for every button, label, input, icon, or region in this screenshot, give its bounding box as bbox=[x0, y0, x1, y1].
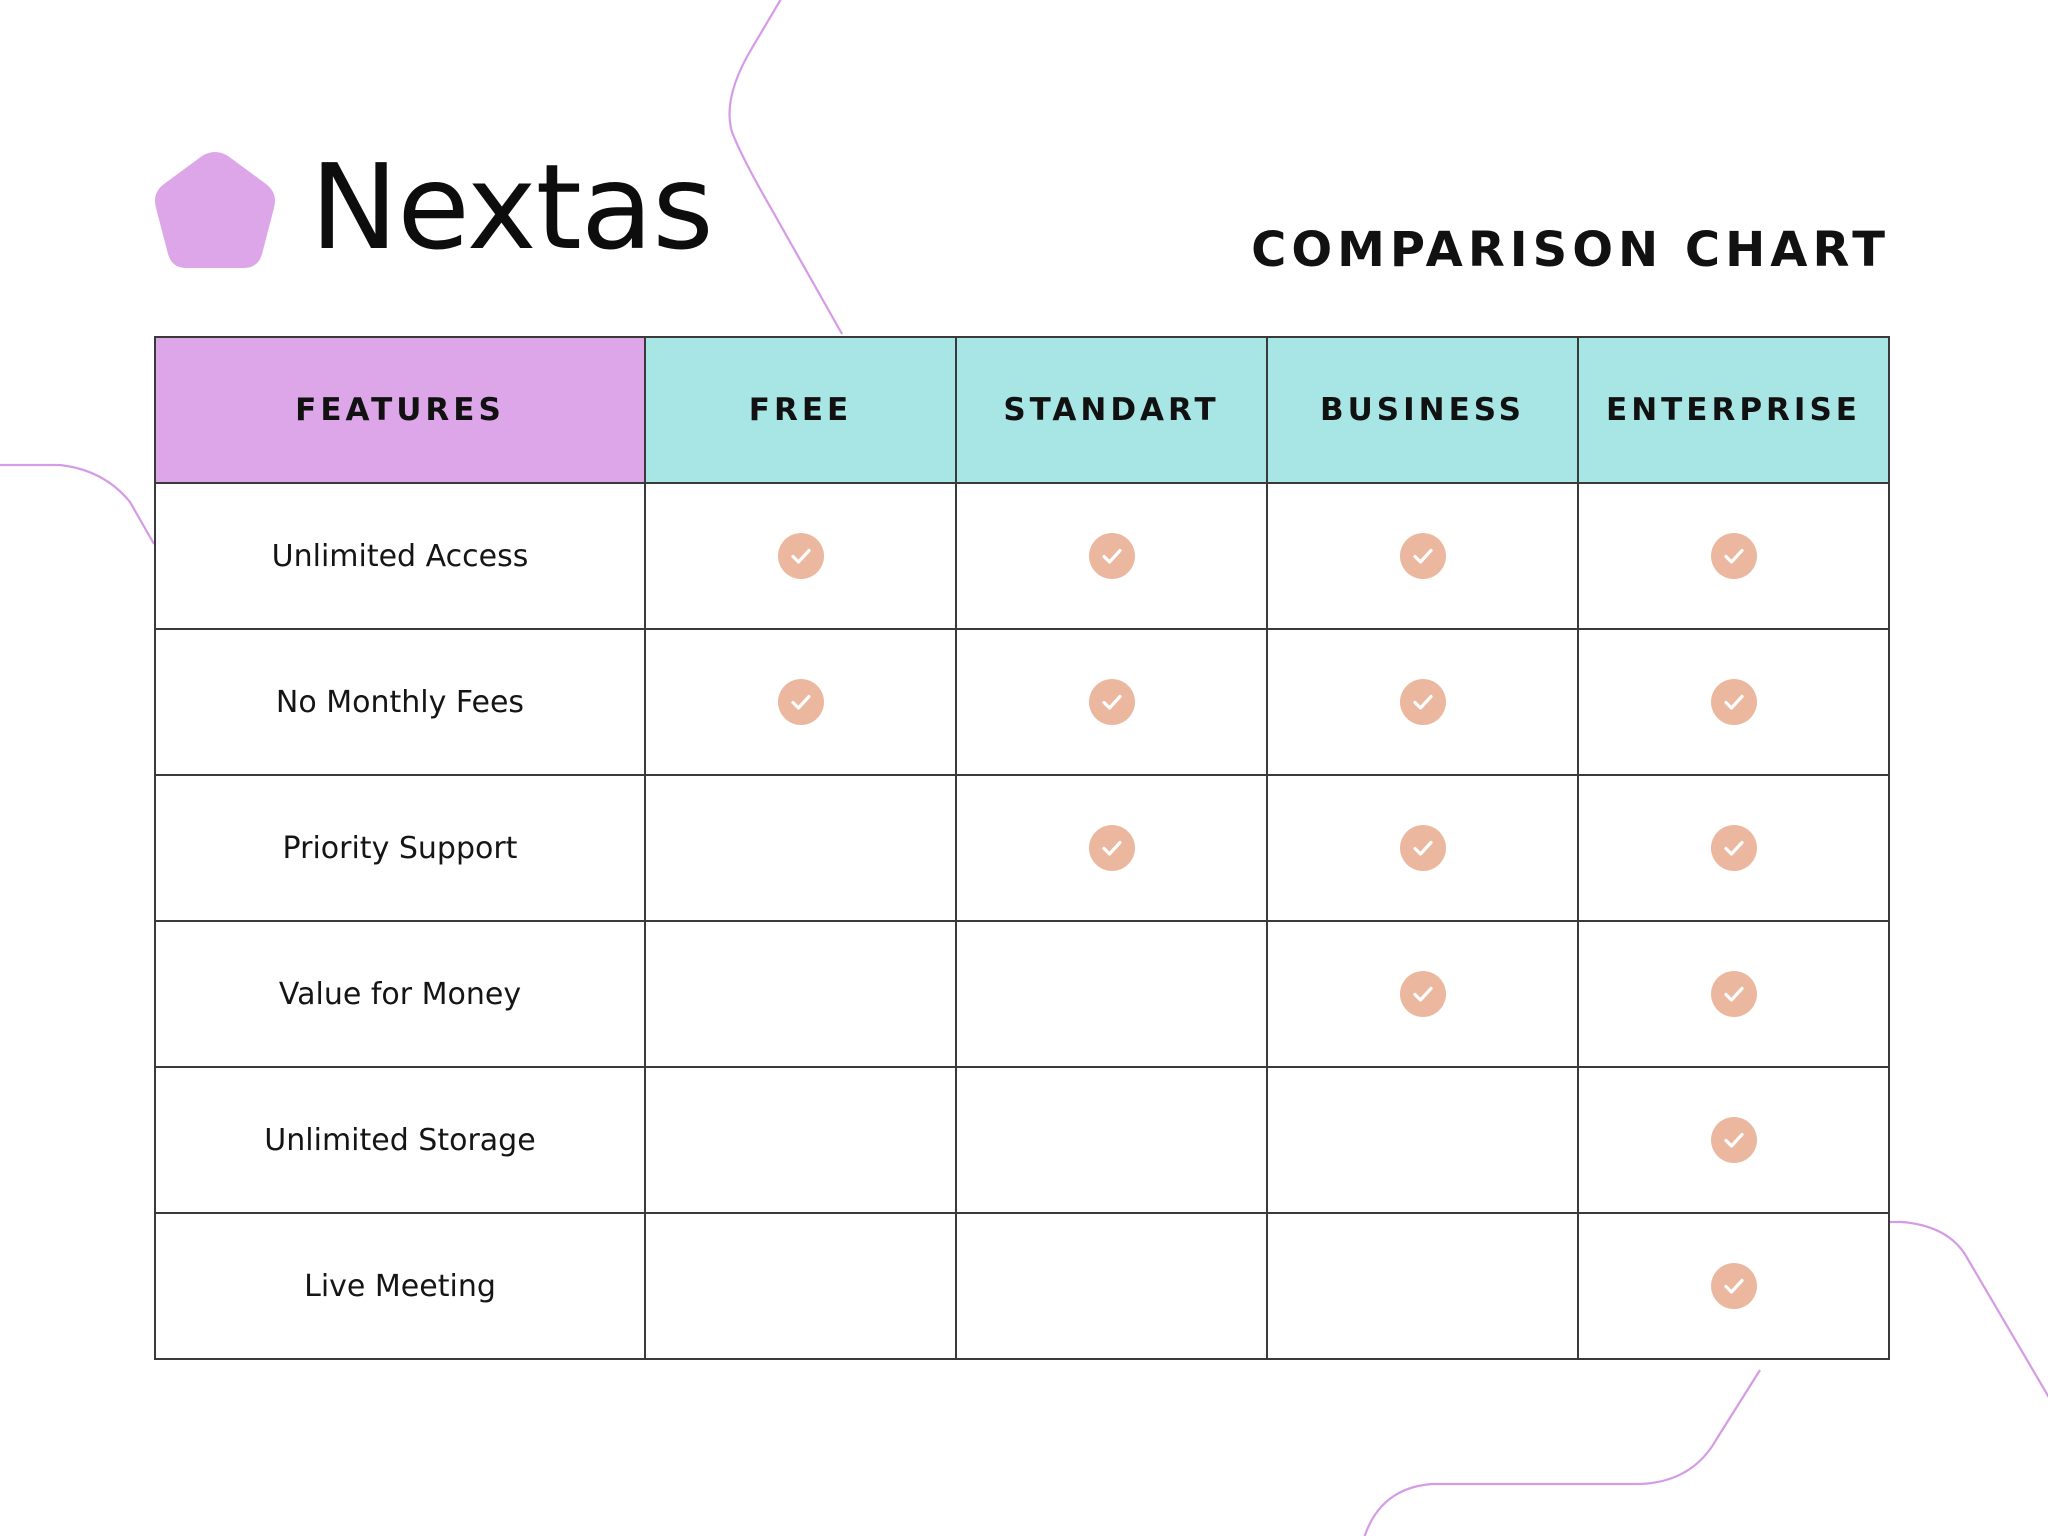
tier-cell bbox=[1266, 1066, 1579, 1214]
table-row: Unlimited Access bbox=[154, 482, 1890, 630]
tier-cell bbox=[644, 774, 957, 922]
brand-name: Nextas bbox=[310, 138, 714, 276]
feature-label: Unlimited Storage bbox=[154, 1066, 646, 1214]
feature-label: Unlimited Access bbox=[154, 482, 646, 630]
check-circle-icon bbox=[1710, 533, 1757, 579]
header-tier-enterprise: ENTERPRISE bbox=[1577, 336, 1890, 484]
tier-cell bbox=[1577, 774, 1890, 922]
tier-cell bbox=[644, 920, 957, 1068]
tier-cell bbox=[955, 920, 1268, 1068]
brand-logo: Nextas bbox=[152, 138, 714, 276]
feature-label: Value for Money bbox=[154, 920, 646, 1068]
table-row: No Monthly Fees bbox=[154, 628, 1890, 776]
check-circle-icon bbox=[1088, 825, 1135, 871]
table-body: Unlimited Access No Monthly Fees Priority … bbox=[154, 482, 1890, 1360]
tier-cell bbox=[1577, 628, 1890, 776]
tier-cell bbox=[1266, 774, 1579, 922]
pentagon-icon bbox=[155, 152, 275, 268]
check-circle-icon bbox=[777, 533, 824, 579]
tier-cell bbox=[1577, 1066, 1890, 1214]
check-circle-icon bbox=[777, 679, 824, 725]
check-circle-icon bbox=[1710, 825, 1757, 871]
check-circle-icon bbox=[1399, 825, 1446, 871]
tier-cell bbox=[1266, 628, 1579, 776]
tier-cell bbox=[644, 482, 957, 630]
tier-cell bbox=[644, 1066, 957, 1214]
table-row: Unlimited Storage bbox=[154, 1066, 1890, 1214]
check-circle-icon bbox=[1710, 1263, 1757, 1309]
tier-cell bbox=[955, 1066, 1268, 1214]
table-header-row: FEATURES FREE STANDART BUSINESS ENTERPRI… bbox=[154, 336, 1890, 484]
check-circle-icon bbox=[1399, 533, 1446, 579]
tier-cell bbox=[1577, 920, 1890, 1068]
tier-cell bbox=[1266, 920, 1579, 1068]
tier-cell bbox=[955, 628, 1268, 776]
page-title: COMPARISON CHART bbox=[1251, 222, 1890, 278]
table-row: Live Meeting bbox=[154, 1212, 1890, 1360]
check-circle-icon bbox=[1710, 1117, 1757, 1163]
table-row: Value for Money bbox=[154, 920, 1890, 1068]
check-circle-icon bbox=[1710, 679, 1757, 725]
tier-cell bbox=[955, 482, 1268, 630]
tier-cell bbox=[1266, 1212, 1579, 1360]
check-circle-icon bbox=[1399, 971, 1446, 1017]
tier-cell bbox=[955, 774, 1268, 922]
check-circle-icon bbox=[1399, 679, 1446, 725]
header-tier-business: BUSINESS bbox=[1266, 336, 1579, 484]
tier-cell bbox=[1577, 482, 1890, 630]
decorative-line-left bbox=[0, 463, 155, 545]
header-tier-standart: STANDART bbox=[955, 336, 1268, 484]
decorative-line-bottom bbox=[1363, 1369, 1761, 1536]
table-row: Priority Support bbox=[154, 774, 1890, 922]
decorative-line-top bbox=[728, 0, 843, 335]
check-circle-icon bbox=[1088, 533, 1135, 579]
feature-label: No Monthly Fees bbox=[154, 628, 646, 776]
feature-label: Live Meeting bbox=[154, 1212, 646, 1360]
check-circle-icon bbox=[1088, 679, 1135, 725]
decorative-line-right bbox=[1890, 1220, 2048, 1398]
header-tier-free: FREE bbox=[644, 336, 957, 484]
tier-cell bbox=[955, 1212, 1268, 1360]
tier-cell bbox=[1577, 1212, 1890, 1360]
feature-label: Priority Support bbox=[154, 774, 646, 922]
tier-cell bbox=[644, 628, 957, 776]
check-circle-icon bbox=[1710, 971, 1757, 1017]
header-features: FEATURES bbox=[154, 336, 646, 484]
comparison-table: FEATURES FREE STANDART BUSINESS ENTERPRI… bbox=[154, 336, 1890, 1360]
tier-cell bbox=[1266, 482, 1579, 630]
tier-cell bbox=[644, 1212, 957, 1360]
